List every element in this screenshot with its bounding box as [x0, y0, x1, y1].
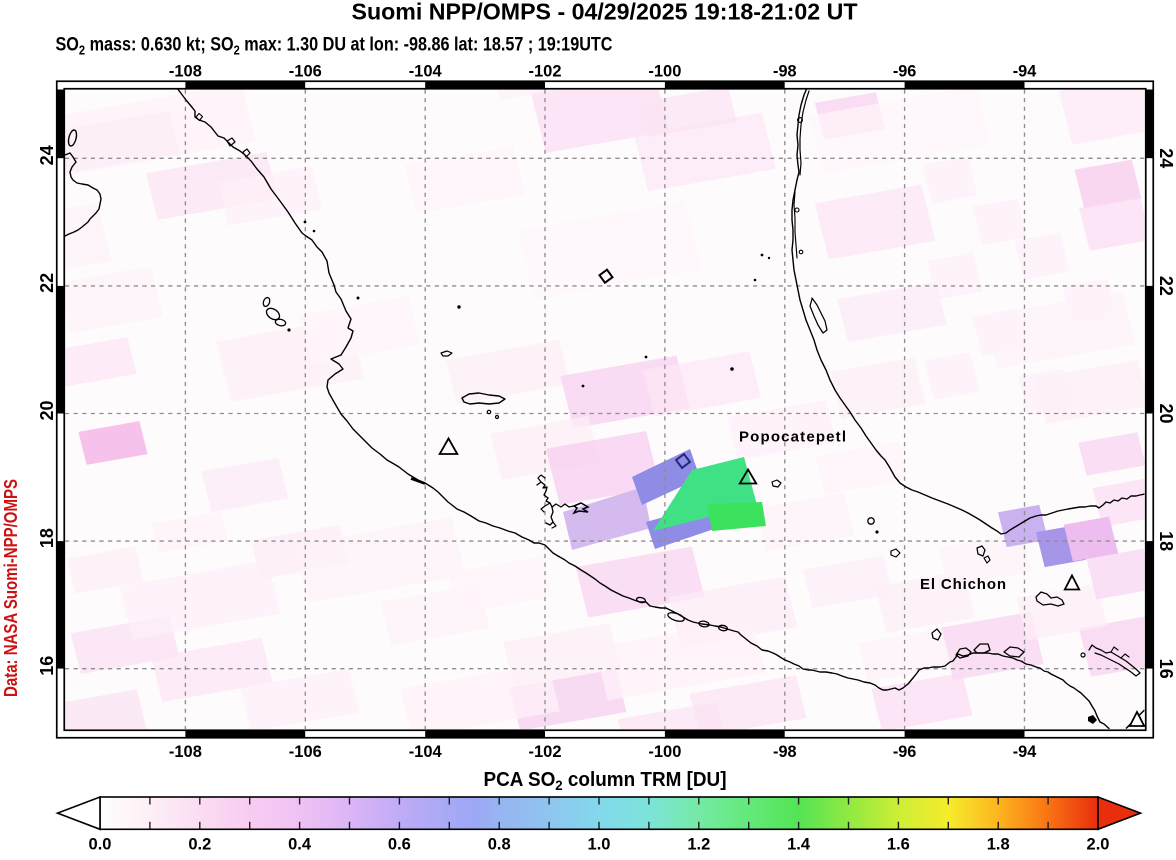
svg-text:-100: -100	[648, 63, 681, 81]
svg-text:-96: -96	[893, 63, 917, 81]
svg-text:24: 24	[1156, 148, 1176, 168]
svg-text:PCA SO2 column TRM [DU]: PCA SO2 column TRM [DU]	[484, 769, 727, 793]
svg-text:16: 16	[1156, 659, 1176, 679]
svg-text:-106: -106	[289, 63, 322, 81]
svg-text:-104: -104	[409, 743, 443, 761]
svg-text:Popocatepetl: Popocatepetl	[739, 429, 846, 446]
svg-text:-108: -108	[169, 743, 202, 761]
svg-text:0.0: 0.0	[89, 836, 112, 854]
svg-text:0.6: 0.6	[388, 836, 411, 854]
svg-text:SO2 mass: 0.630 kt; SO2 max: 1: SO2 mass: 0.630 kt; SO2 max: 1.30 DU at …	[56, 34, 613, 57]
svg-text:16: 16	[37, 656, 57, 676]
svg-text:20: 20	[37, 400, 57, 420]
svg-text:0.2: 0.2	[188, 836, 211, 854]
svg-text:-102: -102	[529, 743, 562, 761]
svg-text:22: 22	[37, 273, 57, 293]
svg-text:1.0: 1.0	[588, 836, 611, 854]
svg-text:-108: -108	[169, 63, 202, 81]
svg-text:-94: -94	[1013, 743, 1037, 761]
svg-text:22: 22	[1156, 276, 1176, 296]
svg-text:24: 24	[37, 145, 57, 165]
svg-text:1.8: 1.8	[987, 836, 1010, 854]
svg-text:0.8: 0.8	[488, 836, 511, 854]
svg-text:20: 20	[1156, 403, 1176, 423]
svg-text:1.4: 1.4	[787, 836, 811, 854]
svg-text:0.4: 0.4	[288, 836, 312, 854]
svg-text:-104: -104	[409, 63, 443, 81]
svg-text:-96: -96	[893, 743, 917, 761]
svg-text:18: 18	[37, 528, 57, 548]
svg-text:-102: -102	[529, 63, 562, 81]
svg-text:1.2: 1.2	[687, 836, 710, 854]
svg-text:-94: -94	[1013, 63, 1037, 81]
svg-text:18: 18	[1156, 531, 1176, 551]
svg-text:El Chichon: El Chichon	[920, 576, 1006, 593]
svg-text:-100: -100	[648, 743, 681, 761]
svg-text:Suomi NPP/OMPS - 04/29/2025 19: Suomi NPP/OMPS - 04/29/2025 19:18-21:02 …	[352, 0, 858, 25]
svg-text:-98: -98	[773, 743, 797, 761]
svg-text:2.0: 2.0	[1087, 836, 1110, 854]
svg-text:-98: -98	[773, 63, 797, 81]
svg-text:1.6: 1.6	[887, 836, 910, 854]
svg-text:-106: -106	[289, 743, 322, 761]
svg-text:Data: NASA Suomi-NPP/OMPS: Data: NASA Suomi-NPP/OMPS	[1, 479, 21, 697]
